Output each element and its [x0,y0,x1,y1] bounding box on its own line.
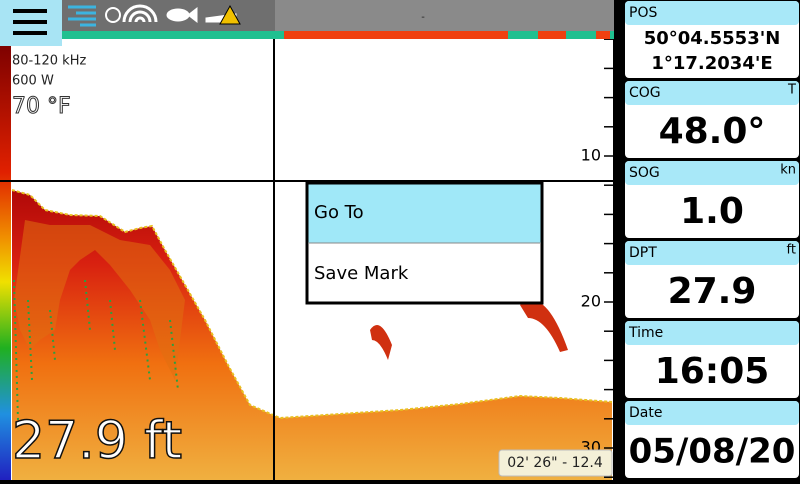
depth-readout: 27.9 ft [12,411,182,471]
panel-label: SOG [629,165,660,181]
depth-label: 10 [581,146,601,165]
panel-value: 27.9 [668,271,757,312]
panel-value: 16:05 [655,351,770,392]
cursor-info-box [498,449,613,477]
panel-header [625,401,799,425]
frequency: 80-120 kHz [12,54,86,69]
sonar-speckle [13,279,179,421]
panel-value: 1°17.2034'E [651,53,772,74]
panel-unit: T [787,83,796,98]
panel-value: 48.0° [659,111,766,152]
cursor-info: 02' 26" - 12.4 [507,455,603,471]
water-temp: 70 °F [12,94,71,119]
power: 600 W [12,74,54,89]
status-bar [275,0,614,31]
status-strip-segment [538,31,566,39]
panel-value: 05/08/20 [629,432,796,472]
status-icons [68,4,241,27]
panel-label: POS [629,5,657,21]
panel-value: 1.0 [680,191,744,232]
status-text: - [421,12,425,23]
menu-highlight [308,184,541,243]
status-strip-segment [284,31,508,39]
fish-arch [370,325,392,360]
panel-header [625,1,799,25]
panel-header [625,161,799,185]
panel-unit: kn [780,163,796,178]
depth-label: 20 [581,292,601,311]
panel-label: Time [628,325,663,341]
bottom-edge [11,189,613,420]
panel-header [625,81,799,105]
context-menu: Go To Save Mark [305,181,544,305]
menu-item[interactable]: Go To [314,202,364,223]
status-strip-segment [596,31,610,39]
menu-button[interactable] [0,0,62,46]
panel-label: Date [629,405,662,421]
panel-label: COG [629,85,661,101]
fish-arch [520,300,568,352]
panel-header [625,241,799,265]
panel-header [625,321,799,345]
panel-unit: ft [787,243,796,258]
menu-item[interactable]: Save Mark [314,263,409,284]
panel-label: DPT [629,245,657,261]
color-scale [0,40,11,480]
sidebar [620,0,800,480]
sonar-clutter [14,220,185,380]
panel-value: 50°04.5553'N [644,28,781,49]
